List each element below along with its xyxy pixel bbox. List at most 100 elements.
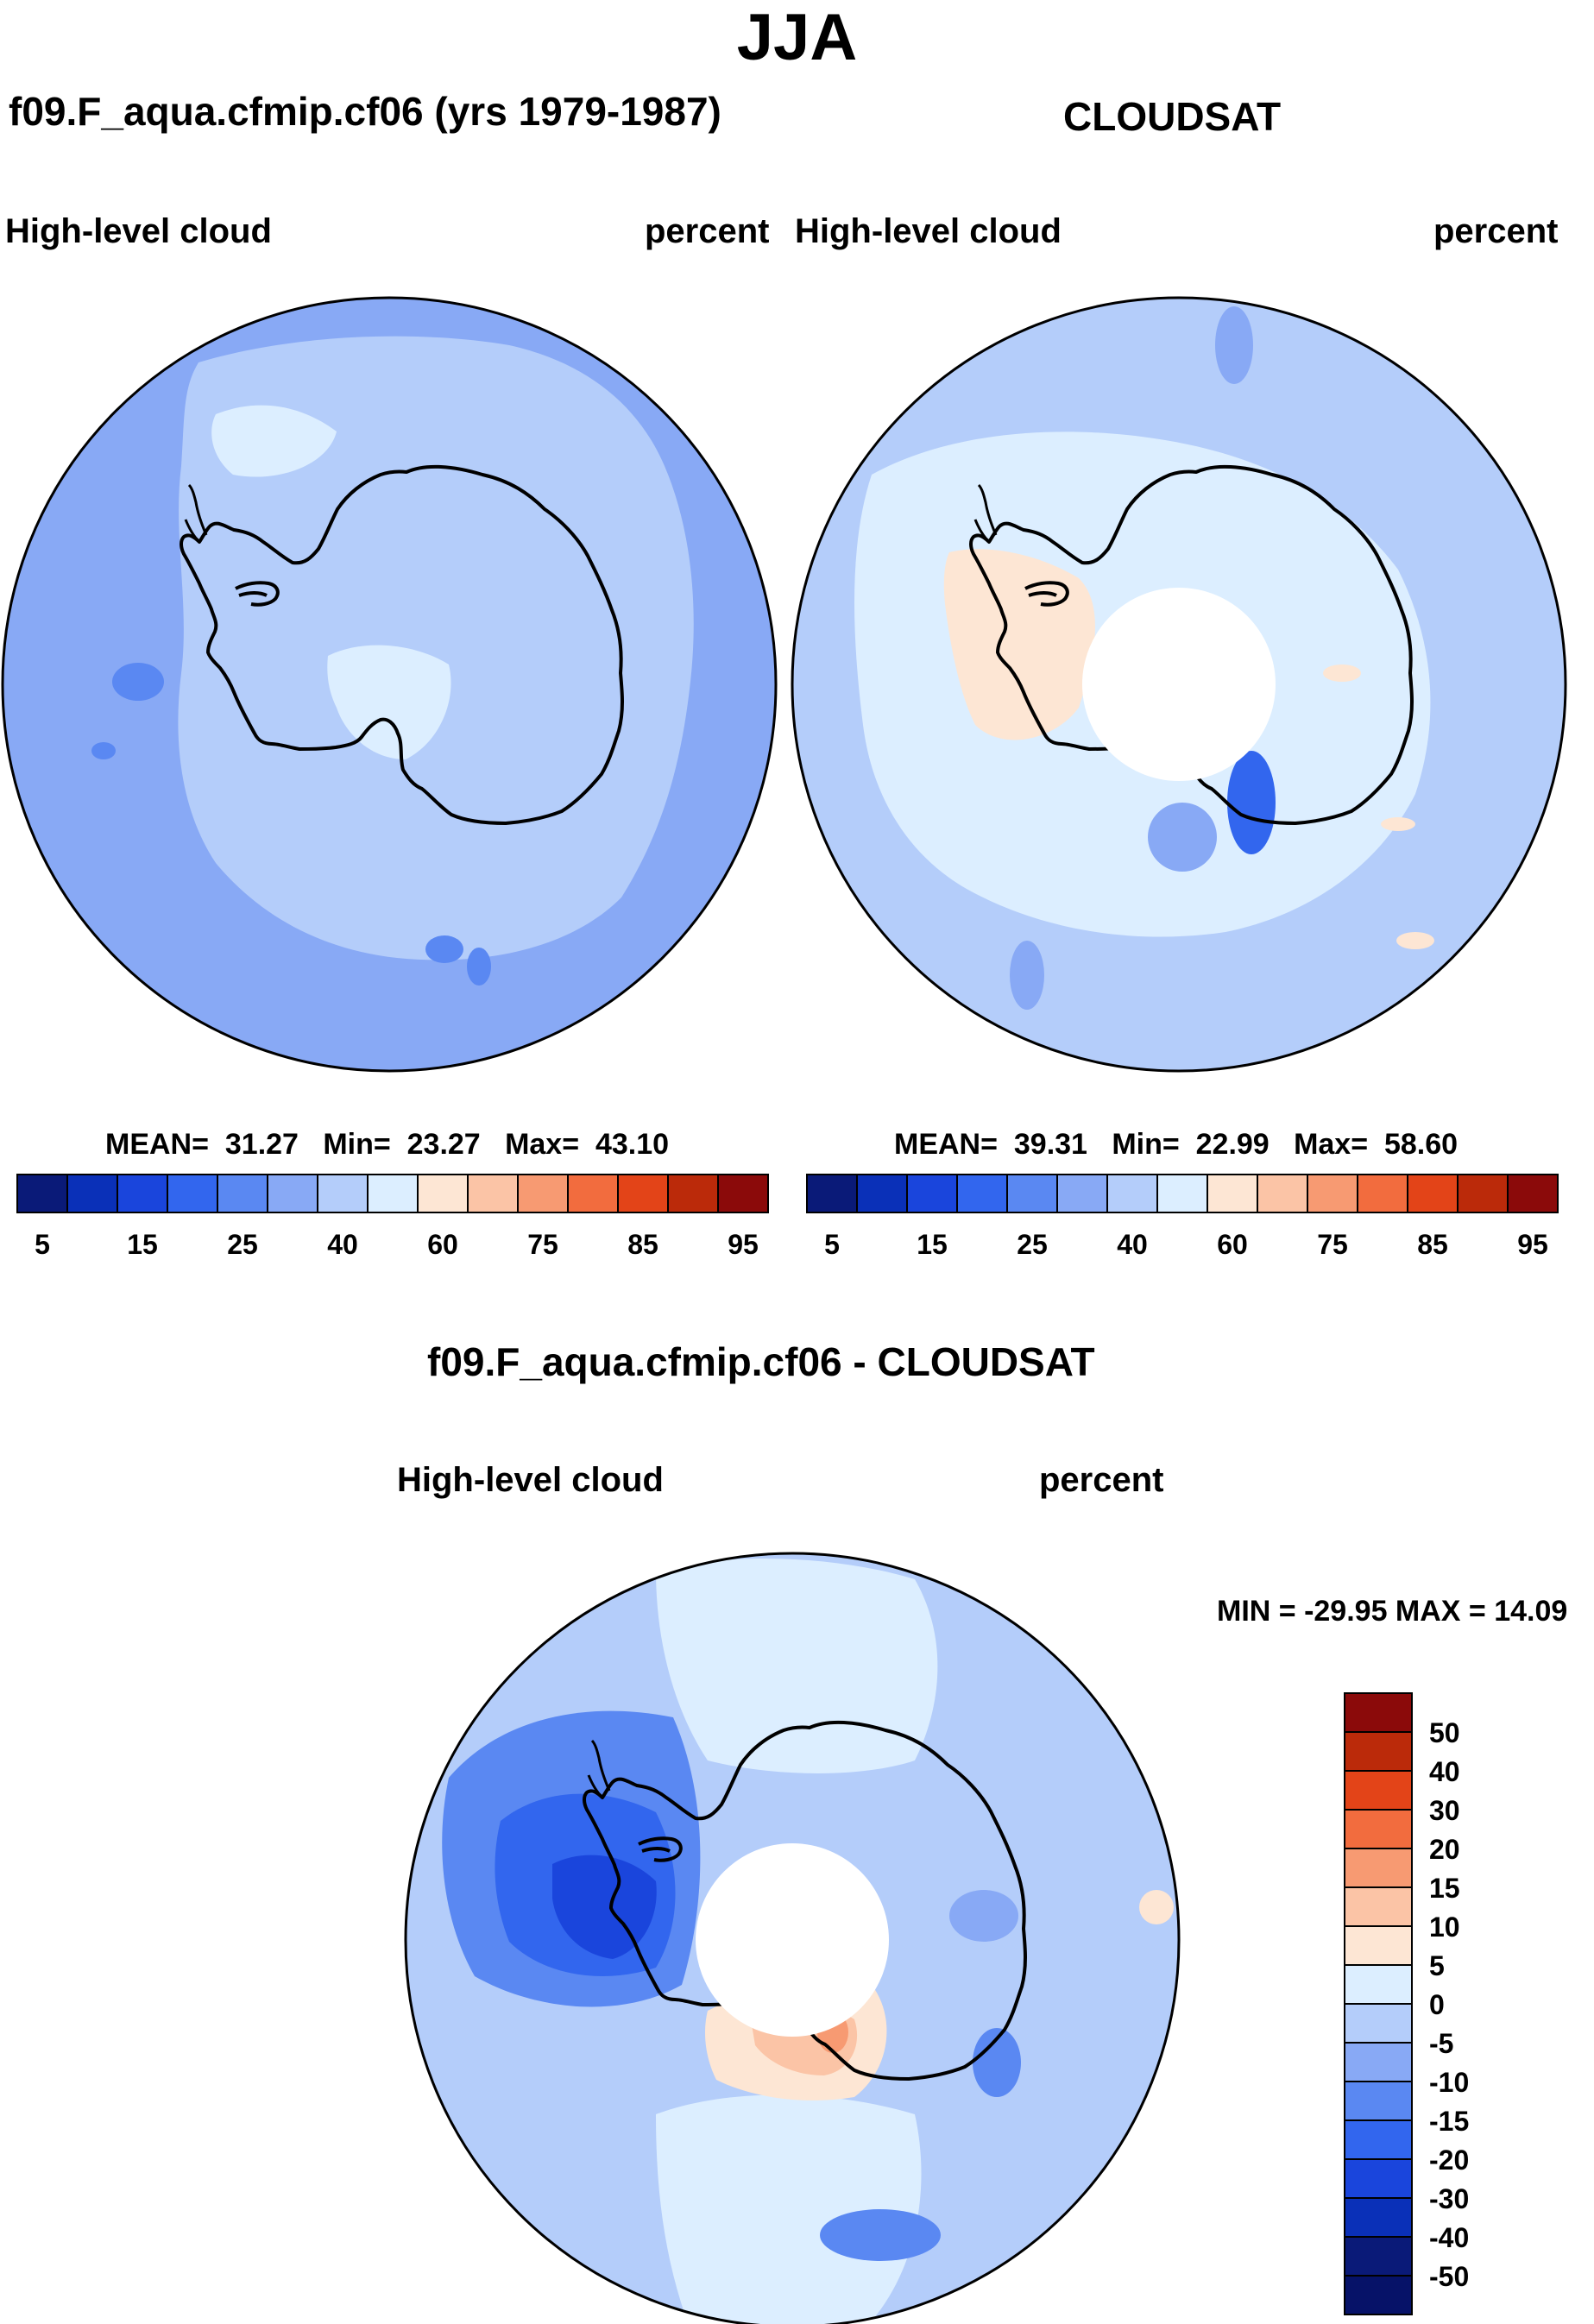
right-colorbar bbox=[806, 1174, 1559, 1213]
right-colorbar-swatch-11 bbox=[1357, 1174, 1408, 1213]
left-map-border bbox=[1, 296, 778, 1073]
left-max-value: 43.10 bbox=[595, 1128, 670, 1161]
diff-colorbar-swatch-8 bbox=[1344, 2003, 1413, 2044]
left-units-label: percent bbox=[645, 212, 770, 250]
diff-colorbar-swatch-13 bbox=[1344, 2197, 1413, 2238]
right-colorbar-swatch-1 bbox=[856, 1174, 908, 1213]
diff-colorbar-tick-10: -15 bbox=[1429, 2106, 1469, 2137]
right-colorbar-swatch-7 bbox=[1156, 1174, 1208, 1213]
right-colorbar-tick-0: 5 bbox=[824, 1229, 840, 1260]
diff-colorbar-swatch-5 bbox=[1344, 1886, 1413, 1927]
left-colorbar-swatch-8 bbox=[417, 1174, 469, 1213]
left-colorbar-ticks: 5 15 25 40 60 75 85 95 bbox=[35, 1229, 759, 1260]
left-colorbar-tick-5: 75 bbox=[527, 1229, 558, 1260]
left-colorbar-swatch-12 bbox=[617, 1174, 669, 1213]
diff-colorbar-tick-9: -10 bbox=[1429, 2067, 1469, 2098]
diff-colorbar-tick-12: -30 bbox=[1429, 2183, 1469, 2214]
right-blob-5 bbox=[1381, 817, 1415, 831]
left-colorbar-tick-7: 95 bbox=[728, 1229, 759, 1260]
diff-colorbar-tick-0: 50 bbox=[1429, 1717, 1460, 1748]
right-colorbar-swatch-8 bbox=[1207, 1174, 1258, 1213]
right-stats: MEAN= 39.31 Min= 22.99 Max= 58.60 bbox=[894, 1130, 1458, 1159]
left-blob-2 bbox=[425, 935, 463, 963]
right-min-label: Min= bbox=[1112, 1128, 1180, 1161]
diff-colorbar-swatch-10 bbox=[1344, 2081, 1413, 2121]
left-colorbar-swatch-3 bbox=[167, 1174, 218, 1213]
diff-colorbar-tick-4: 15 bbox=[1429, 1873, 1460, 1904]
diff-colorbar-swatch-6 bbox=[1344, 1925, 1413, 1966]
right-colorbar-tick-5: 75 bbox=[1317, 1229, 1348, 1260]
right-mean-value: 39.31 bbox=[1013, 1128, 1087, 1161]
diff-colorbar-swatch-3 bbox=[1344, 1809, 1413, 1849]
right-blob-6 bbox=[1396, 932, 1434, 949]
right-blob-2 bbox=[1227, 751, 1276, 854]
right-min-value: 22.99 bbox=[1195, 1128, 1270, 1161]
right-colorbar-tick-6: 85 bbox=[1417, 1229, 1448, 1260]
right-units-label: percent bbox=[1433, 212, 1559, 250]
diff-minmax: MIN = -29.95 MAX = 14.09 bbox=[1217, 1595, 1568, 1628]
right-colorbar-tick-2: 25 bbox=[1017, 1229, 1048, 1260]
right-colorbar-swatch-14 bbox=[1507, 1174, 1559, 1213]
diff-variable-label: High-level cloud bbox=[397, 1461, 664, 1499]
left-colorbar-swatch-7 bbox=[367, 1174, 419, 1213]
diff-colorbar-tick-5: 10 bbox=[1429, 1911, 1460, 1943]
right-map bbox=[792, 298, 1566, 1071]
left-colorbar-swatch-14 bbox=[717, 1174, 769, 1213]
right-blob-7 bbox=[1010, 941, 1044, 1010]
diff-colorbar bbox=[1344, 1692, 1413, 2315]
diff-colorbar-tick-11: -20 bbox=[1429, 2145, 1469, 2176]
right-colorbar-swatch-10 bbox=[1307, 1174, 1358, 1213]
left-colorbar-tick-1: 15 bbox=[127, 1229, 158, 1260]
left-colorbar-swatch-11 bbox=[567, 1174, 619, 1213]
right-colorbar-tick-7: 95 bbox=[1517, 1229, 1548, 1260]
left-min-value: 23.27 bbox=[406, 1128, 481, 1161]
left-colorbar-swatch-2 bbox=[117, 1174, 168, 1213]
right-max-value: 58.60 bbox=[1383, 1128, 1459, 1161]
right-colorbar-swatch-6 bbox=[1106, 1174, 1158, 1213]
diff-blob-4 bbox=[820, 2209, 941, 2261]
diff-colorbar-tick-3: 20 bbox=[1429, 1834, 1460, 1865]
diff-colorbar-swatch-14 bbox=[1344, 2236, 1413, 2277]
diff-colorbar-swatch-7 bbox=[1344, 1964, 1413, 2005]
right-colorbar-tick-3: 40 bbox=[1117, 1229, 1148, 1260]
diff-colorbar-swatch-4 bbox=[1344, 1848, 1413, 1888]
right-map-border bbox=[791, 296, 1567, 1073]
left-colorbar-tick-6: 85 bbox=[627, 1229, 658, 1260]
diff-colorbar-tick-14: -50 bbox=[1429, 2261, 1469, 2292]
left-colorbar bbox=[16, 1174, 769, 1213]
right-blob-3 bbox=[1148, 803, 1217, 872]
diff-colorbar-tick-6: 5 bbox=[1429, 1950, 1445, 1981]
left-colorbar-swatch-4 bbox=[217, 1174, 268, 1213]
right-blob-4 bbox=[1323, 664, 1361, 682]
right-colorbar-swatch-4 bbox=[1006, 1174, 1058, 1213]
left-blob-3 bbox=[467, 948, 491, 986]
right-colorbar-swatch-9 bbox=[1257, 1174, 1308, 1213]
diff-colorbar-swatch-0 bbox=[1344, 1692, 1413, 1733]
diff-colorbar-swatch-12 bbox=[1344, 2158, 1413, 2199]
diff-colorbar-tick-7: 0 bbox=[1429, 1989, 1445, 2020]
diff-colorbar-swatch-9 bbox=[1344, 2042, 1413, 2082]
diff-map-border bbox=[404, 1552, 1181, 2324]
diff-colorbar-tick-13: -40 bbox=[1429, 2222, 1469, 2253]
right-colorbar-swatch-0 bbox=[806, 1174, 858, 1213]
left-colorbar-swatch-9 bbox=[467, 1174, 519, 1213]
left-colorbar-tick-4: 60 bbox=[427, 1229, 458, 1260]
left-min-label: Min= bbox=[323, 1128, 391, 1161]
left-colorbar-swatch-1 bbox=[66, 1174, 118, 1213]
left-mean-label: MEAN= bbox=[105, 1128, 209, 1161]
left-colorbar-tick-0: 5 bbox=[35, 1229, 50, 1260]
left-colorbar-tick-3: 40 bbox=[327, 1229, 358, 1260]
diff-blob-3 bbox=[973, 2028, 1021, 2097]
diff-polar-mask bbox=[696, 1843, 889, 2037]
right-variable-label: High-level cloud bbox=[795, 212, 1062, 250]
right-blob-1 bbox=[1215, 306, 1253, 384]
diff-colorbar-tick-2: 30 bbox=[1429, 1795, 1460, 1826]
left-variable-label: High-level cloud bbox=[5, 212, 272, 250]
diff-blob-2 bbox=[949, 1890, 1018, 1942]
left-colorbar-tick-2: 25 bbox=[227, 1229, 258, 1260]
diff-map bbox=[406, 1553, 1179, 2324]
right-colorbar-tick-4: 60 bbox=[1217, 1229, 1248, 1260]
left-colorbar-swatch-13 bbox=[667, 1174, 719, 1213]
